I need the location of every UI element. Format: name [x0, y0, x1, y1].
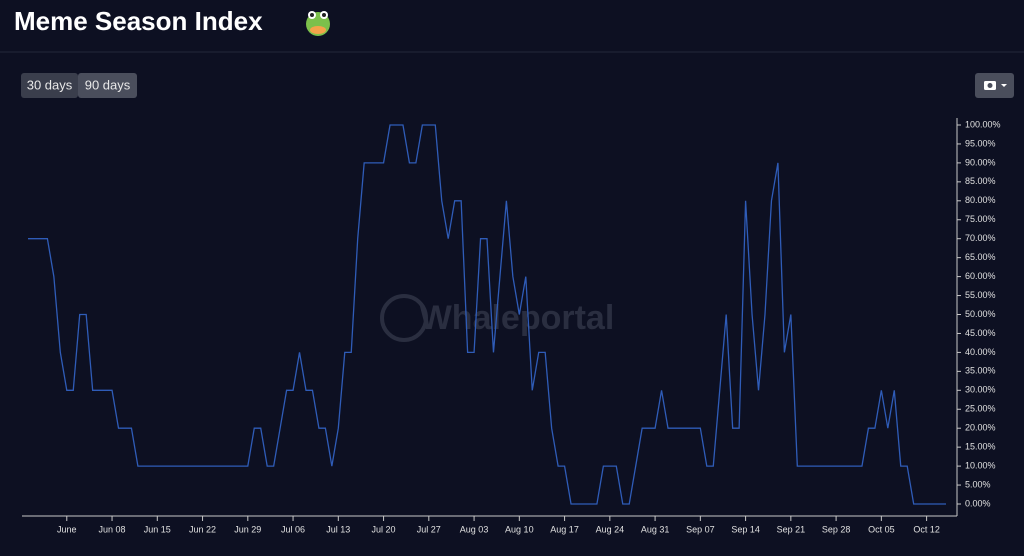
x-tick-label: Jul 06	[281, 524, 305, 534]
y-tick-label: 95.00%	[965, 138, 996, 148]
y-tick-label: 40.00%	[965, 347, 996, 357]
camera-icon	[984, 81, 1007, 90]
x-tick-label: Oct 12	[913, 524, 940, 534]
y-tick-label: 75.00%	[965, 214, 996, 224]
x-tick-label: Sep 21	[777, 524, 806, 534]
y-tick-label: 45.00%	[965, 328, 996, 338]
watermark-logo	[380, 294, 428, 342]
x-tick-label: Jun 29	[234, 524, 261, 534]
x-tick-label: Sep 07	[686, 524, 715, 534]
y-tick-label: 85.00%	[965, 176, 996, 186]
y-tick-label: 100.00%	[965, 119, 1001, 129]
x-tick-label: Aug 24	[596, 524, 625, 534]
y-tick-label: 0.00%	[965, 498, 991, 508]
x-tick-label: Jul 20	[372, 524, 396, 534]
y-tick-label: 20.00%	[965, 423, 996, 433]
x-tick-label: Aug 17	[550, 524, 579, 534]
x-tick-label: June	[57, 524, 77, 534]
x-tick-label: Oct 05	[868, 524, 895, 534]
y-tick-label: 90.00%	[965, 157, 996, 167]
x-tick-label: Sep 28	[822, 524, 851, 534]
x-tick-label: Aug 03	[460, 524, 489, 534]
button-label[interactable]: 90 days	[85, 77, 131, 92]
y-tick-label: 80.00%	[965, 195, 996, 205]
y-tick-label: 5.00%	[965, 479, 991, 489]
y-tick-label: 15.00%	[965, 442, 996, 452]
y-tick-label: 70.00%	[965, 233, 996, 243]
y-tick-label: 25.00%	[965, 404, 996, 414]
x-tick-label: Aug 10	[505, 524, 534, 534]
y-tick-label: 35.00%	[965, 366, 996, 376]
y-tick-label: 30.00%	[965, 385, 996, 395]
y-tick-label: 60.00%	[965, 271, 996, 281]
frog-icon	[306, 11, 330, 36]
x-tick-label: Jun 22	[189, 524, 216, 534]
data-line	[28, 124, 946, 505]
range-button[interactable]	[78, 73, 137, 98]
y-tick-label: 55.00%	[965, 290, 996, 300]
x-tick-label: Aug 31	[641, 524, 670, 534]
x-tick-label: Jul 13	[326, 524, 350, 534]
x-tick-label: Jul 27	[417, 524, 441, 534]
x-tick-label: Jun 15	[144, 524, 171, 534]
x-tick-label: Sep 14	[731, 524, 760, 534]
watermark: Whaleportal	[420, 299, 615, 337]
range-button[interactable]	[21, 73, 78, 98]
y-tick-label: 65.00%	[965, 252, 996, 262]
y-tick-label: 10.00%	[965, 460, 996, 470]
y-tick-label: 50.00%	[965, 309, 996, 319]
button-label[interactable]: 30 days	[27, 77, 73, 92]
page-title: Meme Season Index	[14, 6, 263, 36]
x-tick-label: Jun 08	[99, 524, 126, 534]
